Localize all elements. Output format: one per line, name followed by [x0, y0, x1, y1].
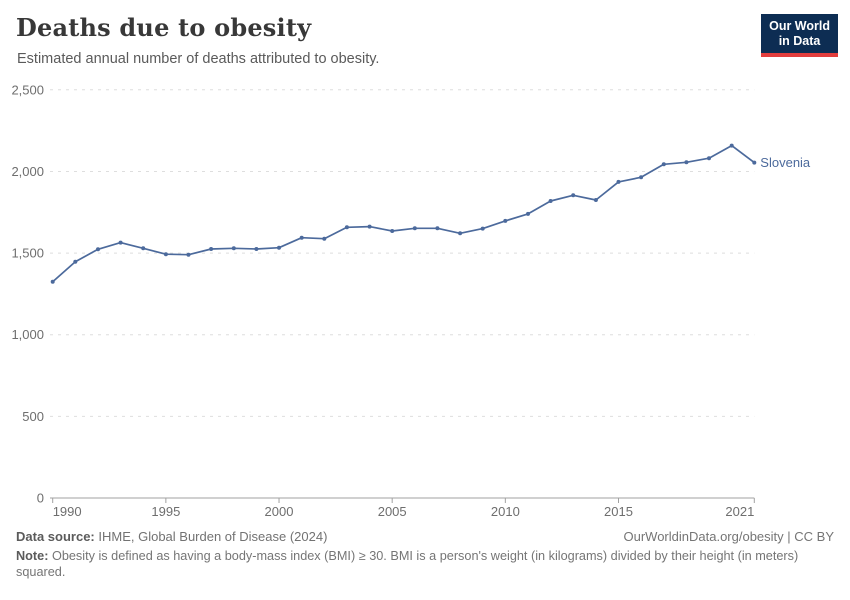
data-point[interactable] [661, 162, 666, 167]
data-point[interactable] [50, 279, 55, 284]
data-point[interactable] [526, 211, 530, 216]
y-tick-label: 2,000 [11, 164, 44, 179]
owid-logo-line1: Our World [769, 19, 830, 33]
data-point[interactable] [367, 224, 372, 229]
x-tick-label: 2000 [265, 504, 294, 519]
data-point[interactable] [141, 246, 146, 251]
data-point[interactable] [571, 193, 576, 198]
data-point[interactable] [639, 175, 644, 180]
data-source-text: IHME, Global Burden of Disease (2024) [94, 529, 328, 544]
x-tick-label: 1990 [53, 504, 82, 519]
chart-note: Note: Obesity is defined as having a bod… [16, 548, 822, 581]
data-point[interactable] [458, 231, 463, 236]
data-point[interactable] [593, 198, 598, 202]
data-point[interactable] [616, 179, 621, 184]
chart-header: Deaths due to obesity Estimated annual n… [0, 0, 850, 80]
x-tick-label: 2005 [378, 504, 407, 519]
data-point[interactable] [277, 245, 281, 250]
series-line-slovenia[interactable] [52, 144, 755, 283]
data-point[interactable] [435, 226, 440, 231]
data-point[interactable] [707, 156, 711, 161]
data-point[interactable] [163, 252, 168, 257]
owid-logo-line2: in Data [778, 34, 821, 49]
line-chart-svg[interactable]: 0 500 1,000 1,500 2,000 2,500 1990 1995 2000 2005… [0, 80, 850, 525]
y-tick-label: 1,500 [11, 246, 44, 261]
data-point[interactable] [96, 247, 100, 252]
page-title: Deaths due to obesity [16, 13, 312, 42]
series-end-label: Slovenia [760, 155, 811, 170]
data-point[interactable] [118, 240, 123, 245]
data-point[interactable] [231, 246, 236, 251]
data-point[interactable] [73, 259, 78, 264]
x-tick-label: 1995 [151, 504, 180, 519]
data-point[interactable] [503, 218, 508, 223]
x-tick-label: 2021 [725, 504, 754, 519]
data-point[interactable] [548, 199, 553, 203]
data-point[interactable] [299, 235, 304, 240]
data-source: Data source: IHME, Global Burden of Dise… [16, 529, 327, 544]
owid-logo[interactable]: Our World in Data [761, 14, 838, 57]
data-point[interactable] [254, 247, 259, 251]
chart-subtitle: Estimated annual number of deaths attrib… [17, 51, 380, 67]
data-point[interactable] [729, 143, 734, 148]
note-text: Obesity is defined as having a body-mass… [16, 549, 799, 580]
data-point[interactable] [186, 252, 191, 257]
y-tick-label: 2,500 [11, 82, 44, 97]
note-label: Note: [16, 549, 49, 563]
data-source-label: Data source: [16, 529, 95, 544]
data-point[interactable] [752, 160, 757, 165]
y-tick-label: 1,000 [11, 327, 44, 342]
data-point[interactable] [480, 226, 485, 231]
y-tick-label: 500 [22, 409, 44, 424]
data-point[interactable] [344, 225, 349, 230]
y-tick-label: 0 [37, 491, 44, 506]
x-tick-label: 2010 [491, 504, 520, 519]
chart-area[interactable]: 0 500 1,000 1,500 2,000 2,500 1990 1995 2000 2005… [0, 80, 850, 525]
x-tick-label: 2015 [604, 504, 633, 519]
data-point[interactable] [209, 247, 214, 251]
data-point[interactable] [412, 226, 417, 231]
data-point[interactable] [322, 236, 327, 241]
data-point[interactable] [684, 160, 689, 165]
chart-footer: Data source: IHME, Global Burden of Dise… [0, 525, 850, 581]
data-point[interactable] [390, 229, 395, 233]
owid-cc-link[interactable]: OurWorldinData.org/obesity | CC BY [623, 529, 835, 544]
